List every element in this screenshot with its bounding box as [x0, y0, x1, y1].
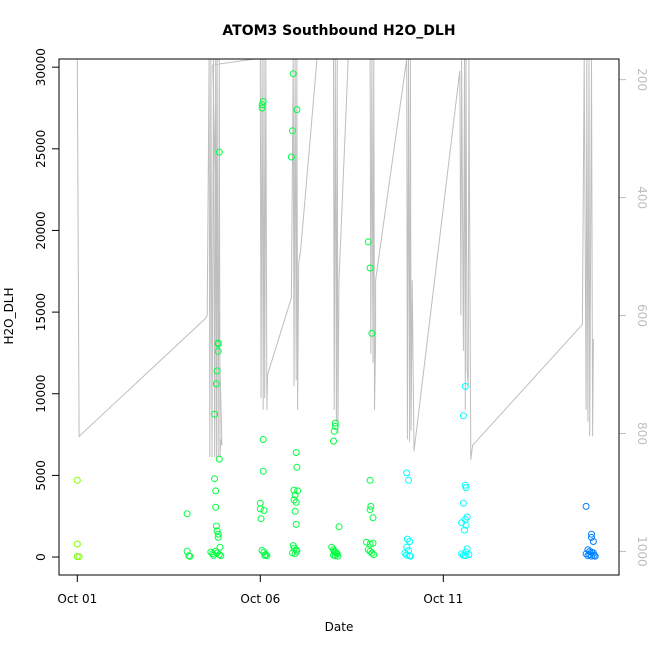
right-axis-tick-label: 1000 [635, 536, 649, 567]
data-point [257, 500, 263, 506]
right-axis-tick-label: 800 [635, 422, 649, 445]
x-tick-label: Oct 06 [240, 592, 280, 606]
y-tick-label: 5000 [34, 460, 48, 491]
data-point [212, 476, 218, 482]
data-point [460, 413, 466, 419]
data-point [261, 508, 267, 514]
data-point [336, 524, 342, 530]
data-point [213, 504, 219, 510]
y-tick-label: 0 [34, 553, 48, 561]
data-point [364, 539, 370, 545]
x-axis-label: Date [325, 620, 354, 634]
y-tick-label: 10000 [34, 375, 48, 413]
data-point [257, 506, 263, 512]
y-tick-label: 15000 [34, 293, 48, 331]
x-tick-label: Oct 01 [57, 592, 97, 606]
y-tick-label: 25000 [34, 130, 48, 168]
data-point [367, 548, 373, 554]
data-point [369, 550, 375, 556]
data-point [292, 508, 298, 514]
data-point [260, 468, 266, 474]
y-tick-label: 20000 [34, 211, 48, 249]
data-point [371, 552, 377, 558]
y-tick-label: 30000 [34, 48, 48, 86]
data-point [331, 438, 337, 444]
data-point [294, 464, 300, 470]
data-point [460, 500, 466, 506]
data-point [260, 437, 266, 443]
right-axis-tick-label: 600 [635, 304, 649, 327]
data-point [74, 541, 80, 547]
data-point [258, 516, 264, 522]
data-point [216, 456, 222, 462]
data-point [367, 477, 373, 483]
chart-title: ATOM3 Southbound H2O_DLH [222, 23, 455, 39]
axes-layer: Oct 01 Oct 06 Oct 11 0 5000 10000 15000 20000 25… [34, 48, 649, 606]
data-point [293, 450, 299, 456]
y-axis-label: H2O_DLH [2, 287, 16, 344]
right-axis-tick-label: 400 [635, 186, 649, 209]
data-point [74, 477, 80, 483]
x-tick-label: Oct 11 [423, 592, 463, 606]
data-point [365, 547, 371, 553]
right-axis-tick-label: 200 [635, 68, 649, 91]
data-point [293, 521, 299, 527]
line-series-layer [77, 59, 593, 460]
data-point [370, 515, 376, 521]
data-point [404, 470, 410, 476]
data-point [406, 477, 412, 483]
data-point [583, 503, 589, 509]
data-point [184, 511, 190, 517]
pressure-line-series [77, 59, 593, 460]
data-point [213, 488, 219, 494]
